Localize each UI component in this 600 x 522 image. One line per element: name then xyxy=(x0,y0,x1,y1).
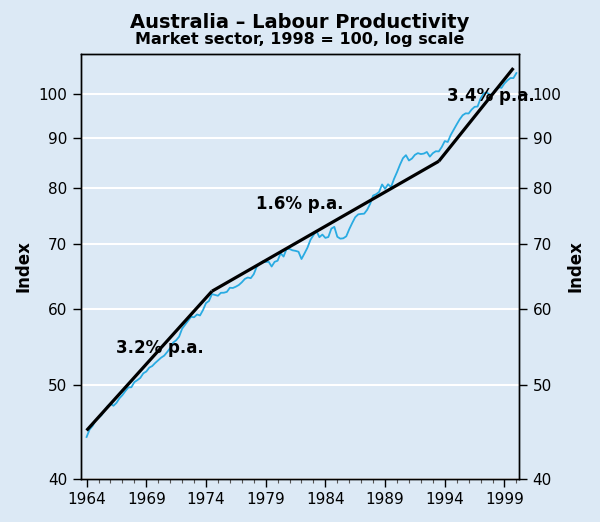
Y-axis label: Index: Index xyxy=(567,241,585,292)
Y-axis label: Index: Index xyxy=(15,241,33,292)
Text: 3.2% p.a.: 3.2% p.a. xyxy=(116,339,204,357)
Text: Australia – Labour Productivity: Australia – Labour Productivity xyxy=(130,13,470,32)
Text: 1.6% p.a.: 1.6% p.a. xyxy=(256,195,344,212)
Text: 3.4% p.a.: 3.4% p.a. xyxy=(447,87,535,105)
Text: Market sector, 1998 = 100, log scale: Market sector, 1998 = 100, log scale xyxy=(136,32,464,48)
